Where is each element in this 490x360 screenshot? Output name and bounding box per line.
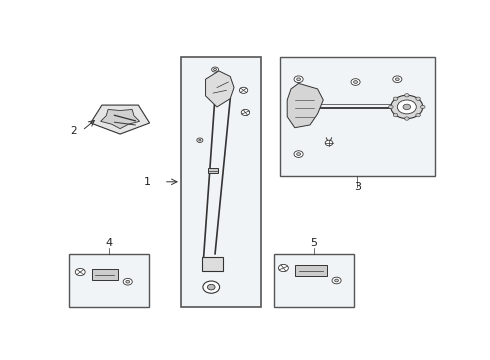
Circle shape [126,280,129,283]
Text: 1: 1 [144,177,150,187]
Circle shape [214,68,217,71]
Circle shape [241,109,249,116]
Circle shape [325,140,333,146]
Polygon shape [91,105,149,134]
Bar [280,57,435,176]
Circle shape [123,278,132,285]
Circle shape [212,67,219,72]
Circle shape [351,79,360,85]
Bar [274,254,354,307]
Polygon shape [206,71,234,107]
Circle shape [403,104,411,110]
Circle shape [199,139,201,141]
Circle shape [207,284,215,290]
Circle shape [294,151,303,157]
Circle shape [278,264,288,271]
Circle shape [416,113,420,117]
Circle shape [297,78,300,81]
Circle shape [393,113,398,117]
Circle shape [397,100,416,114]
Circle shape [297,153,300,156]
Circle shape [391,95,423,118]
Circle shape [416,97,420,100]
Circle shape [405,117,409,120]
Circle shape [393,97,398,100]
Circle shape [389,105,393,109]
Polygon shape [100,109,140,129]
Bar [92,269,118,280]
Bar [208,168,218,173]
Text: 4: 4 [105,238,112,248]
Circle shape [395,78,399,81]
Circle shape [294,76,303,82]
Circle shape [354,81,358,84]
Bar [202,257,222,270]
Bar [295,265,327,276]
Text: 2: 2 [71,126,77,135]
Circle shape [197,138,203,143]
Circle shape [335,279,339,282]
Circle shape [393,76,402,82]
Text: 5: 5 [310,238,318,248]
Circle shape [405,94,409,97]
Circle shape [75,269,85,276]
Text: 3: 3 [354,182,361,192]
Circle shape [203,281,220,293]
Circle shape [239,87,248,93]
Bar [181,57,261,307]
Bar [69,254,148,307]
Polygon shape [287,84,323,128]
Circle shape [420,105,425,109]
Circle shape [332,277,341,284]
